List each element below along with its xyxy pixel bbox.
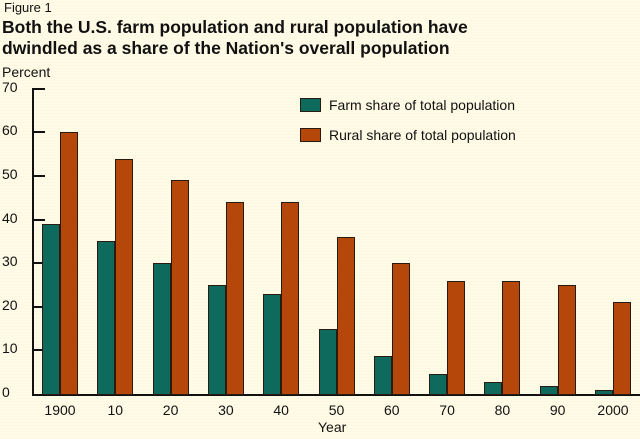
rural-bar-1900 <box>60 132 78 395</box>
rural-bar-2000 <box>613 302 631 395</box>
farm-bar-80 <box>484 382 503 395</box>
x-axis-label: Year <box>318 419 347 435</box>
x-tick-label: 50 <box>328 402 345 418</box>
rural-bar-80 <box>502 280 521 395</box>
rural-bar-30 <box>225 202 244 395</box>
y-tick-label: 0 <box>2 384 10 400</box>
farm-bar-10 <box>97 241 116 395</box>
farm-bar-70 <box>429 373 448 395</box>
y-tick-mark <box>32 349 45 352</box>
rural-bar-50 <box>336 237 355 395</box>
x-tick-label: 30 <box>218 402 234 418</box>
farm-bar-50 <box>318 328 337 395</box>
legend-item-rural: Rural share of total population <box>300 127 516 143</box>
y-tick-label: 30 <box>2 253 18 270</box>
legend-item-farm: Farm share of total population <box>300 97 515 113</box>
rural-bar-60 <box>391 263 410 395</box>
legend-swatch-farm <box>300 98 321 112</box>
x-tick-label: 60 <box>384 402 400 418</box>
y-tick-label: 60 <box>2 122 18 139</box>
y-tick-mark <box>32 218 45 221</box>
chart-title-line-2: dwindled as a share of the Nation's over… <box>2 38 450 58</box>
y-tick-mark <box>32 305 45 308</box>
rural-bar-20 <box>170 180 189 395</box>
farm-bar-30 <box>207 285 226 395</box>
y-tick-label: 10 <box>2 340 18 357</box>
x-axis-line <box>32 394 640 396</box>
legend-label-rural: Rural share of total population <box>329 127 516 143</box>
x-tick-label: 20 <box>162 402 179 418</box>
y-tick-mark <box>32 131 45 134</box>
y-tick-label: 50 <box>2 166 18 182</box>
rural-bar-70 <box>447 280 466 395</box>
y-axis-line <box>32 89 34 395</box>
y-tick-label: 20 <box>2 296 18 313</box>
x-tick-label: 1900 <box>44 402 76 418</box>
rural-bar-40 <box>281 202 300 395</box>
y-tick-mark <box>32 262 45 265</box>
chart-title-line-1: Both the U.S. farm population and rural … <box>2 17 468 37</box>
legend-swatch-rural <box>300 128 321 142</box>
farm-bar-40 <box>263 293 282 395</box>
x-tick-label: 10 <box>107 402 124 418</box>
farm-bar-2000 <box>595 389 613 395</box>
farm-bar-1900 <box>42 223 60 395</box>
farm-bar-90 <box>539 385 558 395</box>
y-tick-label: 40 <box>2 209 18 226</box>
x-tick-label: 70 <box>439 402 455 418</box>
x-tick-label: 90 <box>549 402 566 418</box>
x-tick-label: 40 <box>273 402 289 418</box>
y-tick-mark <box>32 175 45 177</box>
figure-label: Figure 1 <box>4 0 52 15</box>
rural-bar-90 <box>557 285 576 395</box>
farm-bar-20 <box>152 263 171 395</box>
x-tick-label: 2000 <box>597 402 629 418</box>
legend-label-farm: Farm share of total population <box>329 97 515 113</box>
rural-bar-10 <box>115 158 134 395</box>
y-tick-label: 70 <box>2 78 18 95</box>
x-tick-label: 80 <box>494 402 511 418</box>
y-tick-mark <box>32 87 45 90</box>
chart-title: Both the U.S. farm population and rural … <box>2 17 640 59</box>
farm-bar-60 <box>373 356 392 395</box>
y-axis-label: Percent <box>2 64 51 80</box>
